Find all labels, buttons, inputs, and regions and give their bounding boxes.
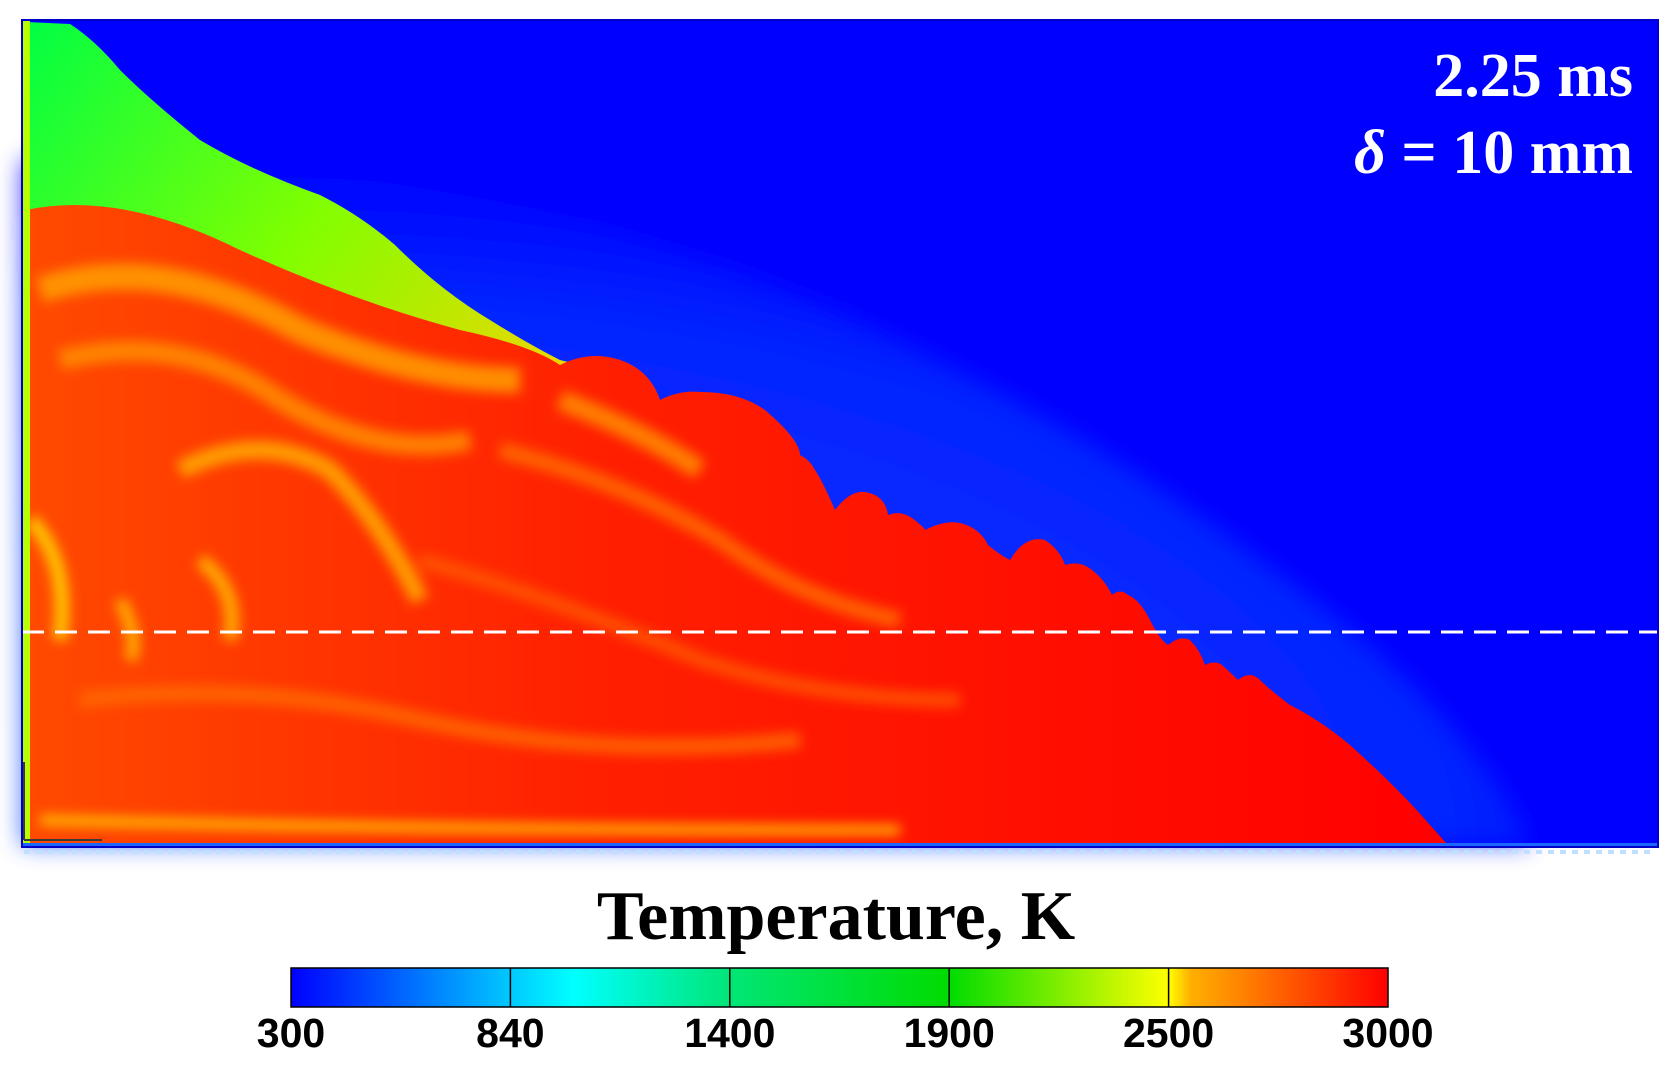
colorbar-tick-label: 1900 bbox=[903, 1010, 995, 1056]
axis-triad bbox=[23, 762, 102, 841]
colorbar-tick-label: 3000 bbox=[1342, 1010, 1434, 1056]
colorbar-tick-label: 300 bbox=[256, 1010, 326, 1056]
left-wall-strip bbox=[22, 20, 30, 845]
delta-value: = 10 mm bbox=[1385, 119, 1633, 187]
colorbar bbox=[290, 967, 1389, 1008]
plot-frame bbox=[21, 19, 1659, 848]
vortex-streaks bbox=[24, 263, 961, 835]
delta-annotation: δ = 10 mm bbox=[1050, 122, 1633, 184]
colorbar-tick-label: 840 bbox=[476, 1010, 545, 1056]
colorbar-dividers bbox=[509, 968, 1170, 1007]
colorbar-title: Temperature, K bbox=[596, 878, 1076, 955]
delta-symbol: δ bbox=[1354, 119, 1386, 187]
colorbar-tick-label: 1400 bbox=[684, 1010, 776, 1056]
colorbar-tick-label: 2500 bbox=[1122, 1010, 1215, 1056]
time-annotation: 2.25 ms bbox=[1433, 42, 1633, 110]
bottom-boundary bbox=[22, 843, 1658, 847]
